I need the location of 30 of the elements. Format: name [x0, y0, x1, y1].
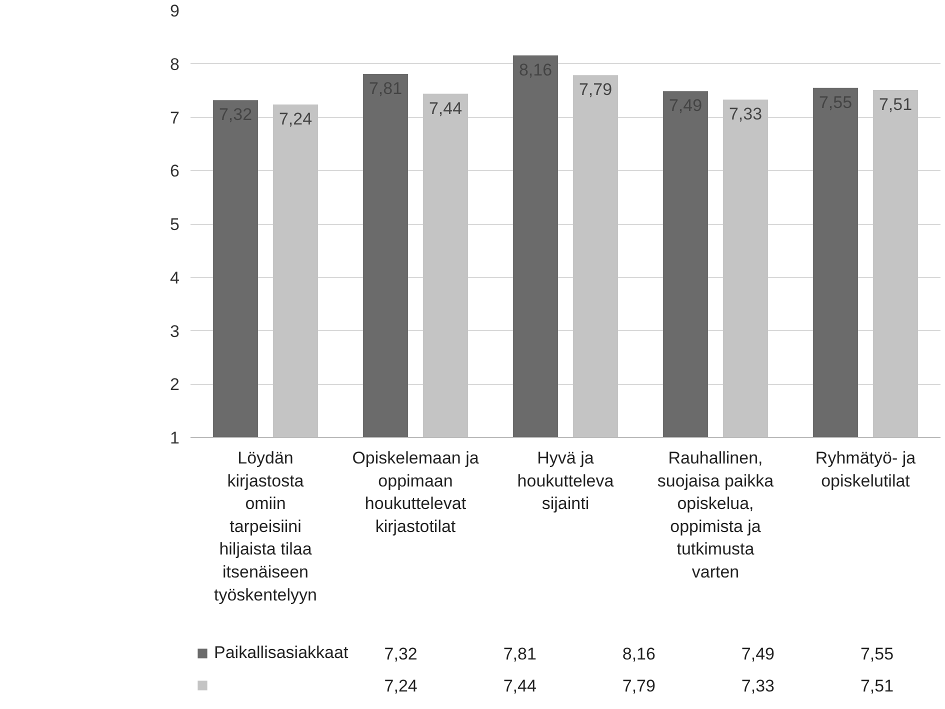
y-tick-label: 7	[170, 108, 180, 128]
data-label: 7,24	[278, 109, 312, 128]
text: 7,81	[503, 644, 536, 664]
text: 7,32	[384, 644, 418, 664]
y-tick-label: 8	[170, 54, 180, 74]
text: 7,55	[860, 644, 894, 664]
text: 7,49	[741, 644, 775, 664]
y-tick-label: 2	[170, 375, 180, 394]
y-tick-label: 4	[170, 268, 180, 288]
x-tick-label: Ryhmätyö- ja opiskelutilat	[815, 448, 916, 490]
data-label: 7,51	[878, 95, 912, 114]
data-label: 7,44	[428, 98, 462, 118]
text: 7,33	[741, 676, 775, 696]
x-tick-label: Hyvä ja houkutteleva sijainti	[517, 448, 614, 514]
data-label: 7,33	[728, 104, 762, 124]
text: 7,44	[503, 676, 536, 696]
text: 7,51	[860, 676, 894, 696]
y-tick-label: 3	[170, 322, 180, 341]
text: 8,16	[622, 644, 656, 664]
y-tick-label: 9	[170, 2, 180, 20]
x-tick-label: Opiskelemaan ja oppimaan houkuttelevat kirjastotilat	[352, 448, 480, 536]
legend-label: Paikallisasiakkaat	[214, 643, 348, 663]
x-tick-label: Rauhallinen, suojaisa paikka opiskelua, oppimista ja tutkimusta varten	[657, 448, 774, 582]
text: 7,24	[384, 676, 418, 696]
y-tick-label: 1	[170, 428, 180, 448]
text: 7,79	[622, 676, 656, 696]
data-label: 7,79	[578, 80, 612, 100]
x-tick-label: Löydän kirjastosta omiin tarpeisiini hiljaista tilaa itsenäiseen työskentelyyn	[214, 448, 317, 604]
y-tick-label: 5	[170, 215, 180, 234]
y-tick-label: 6	[170, 162, 180, 181]
